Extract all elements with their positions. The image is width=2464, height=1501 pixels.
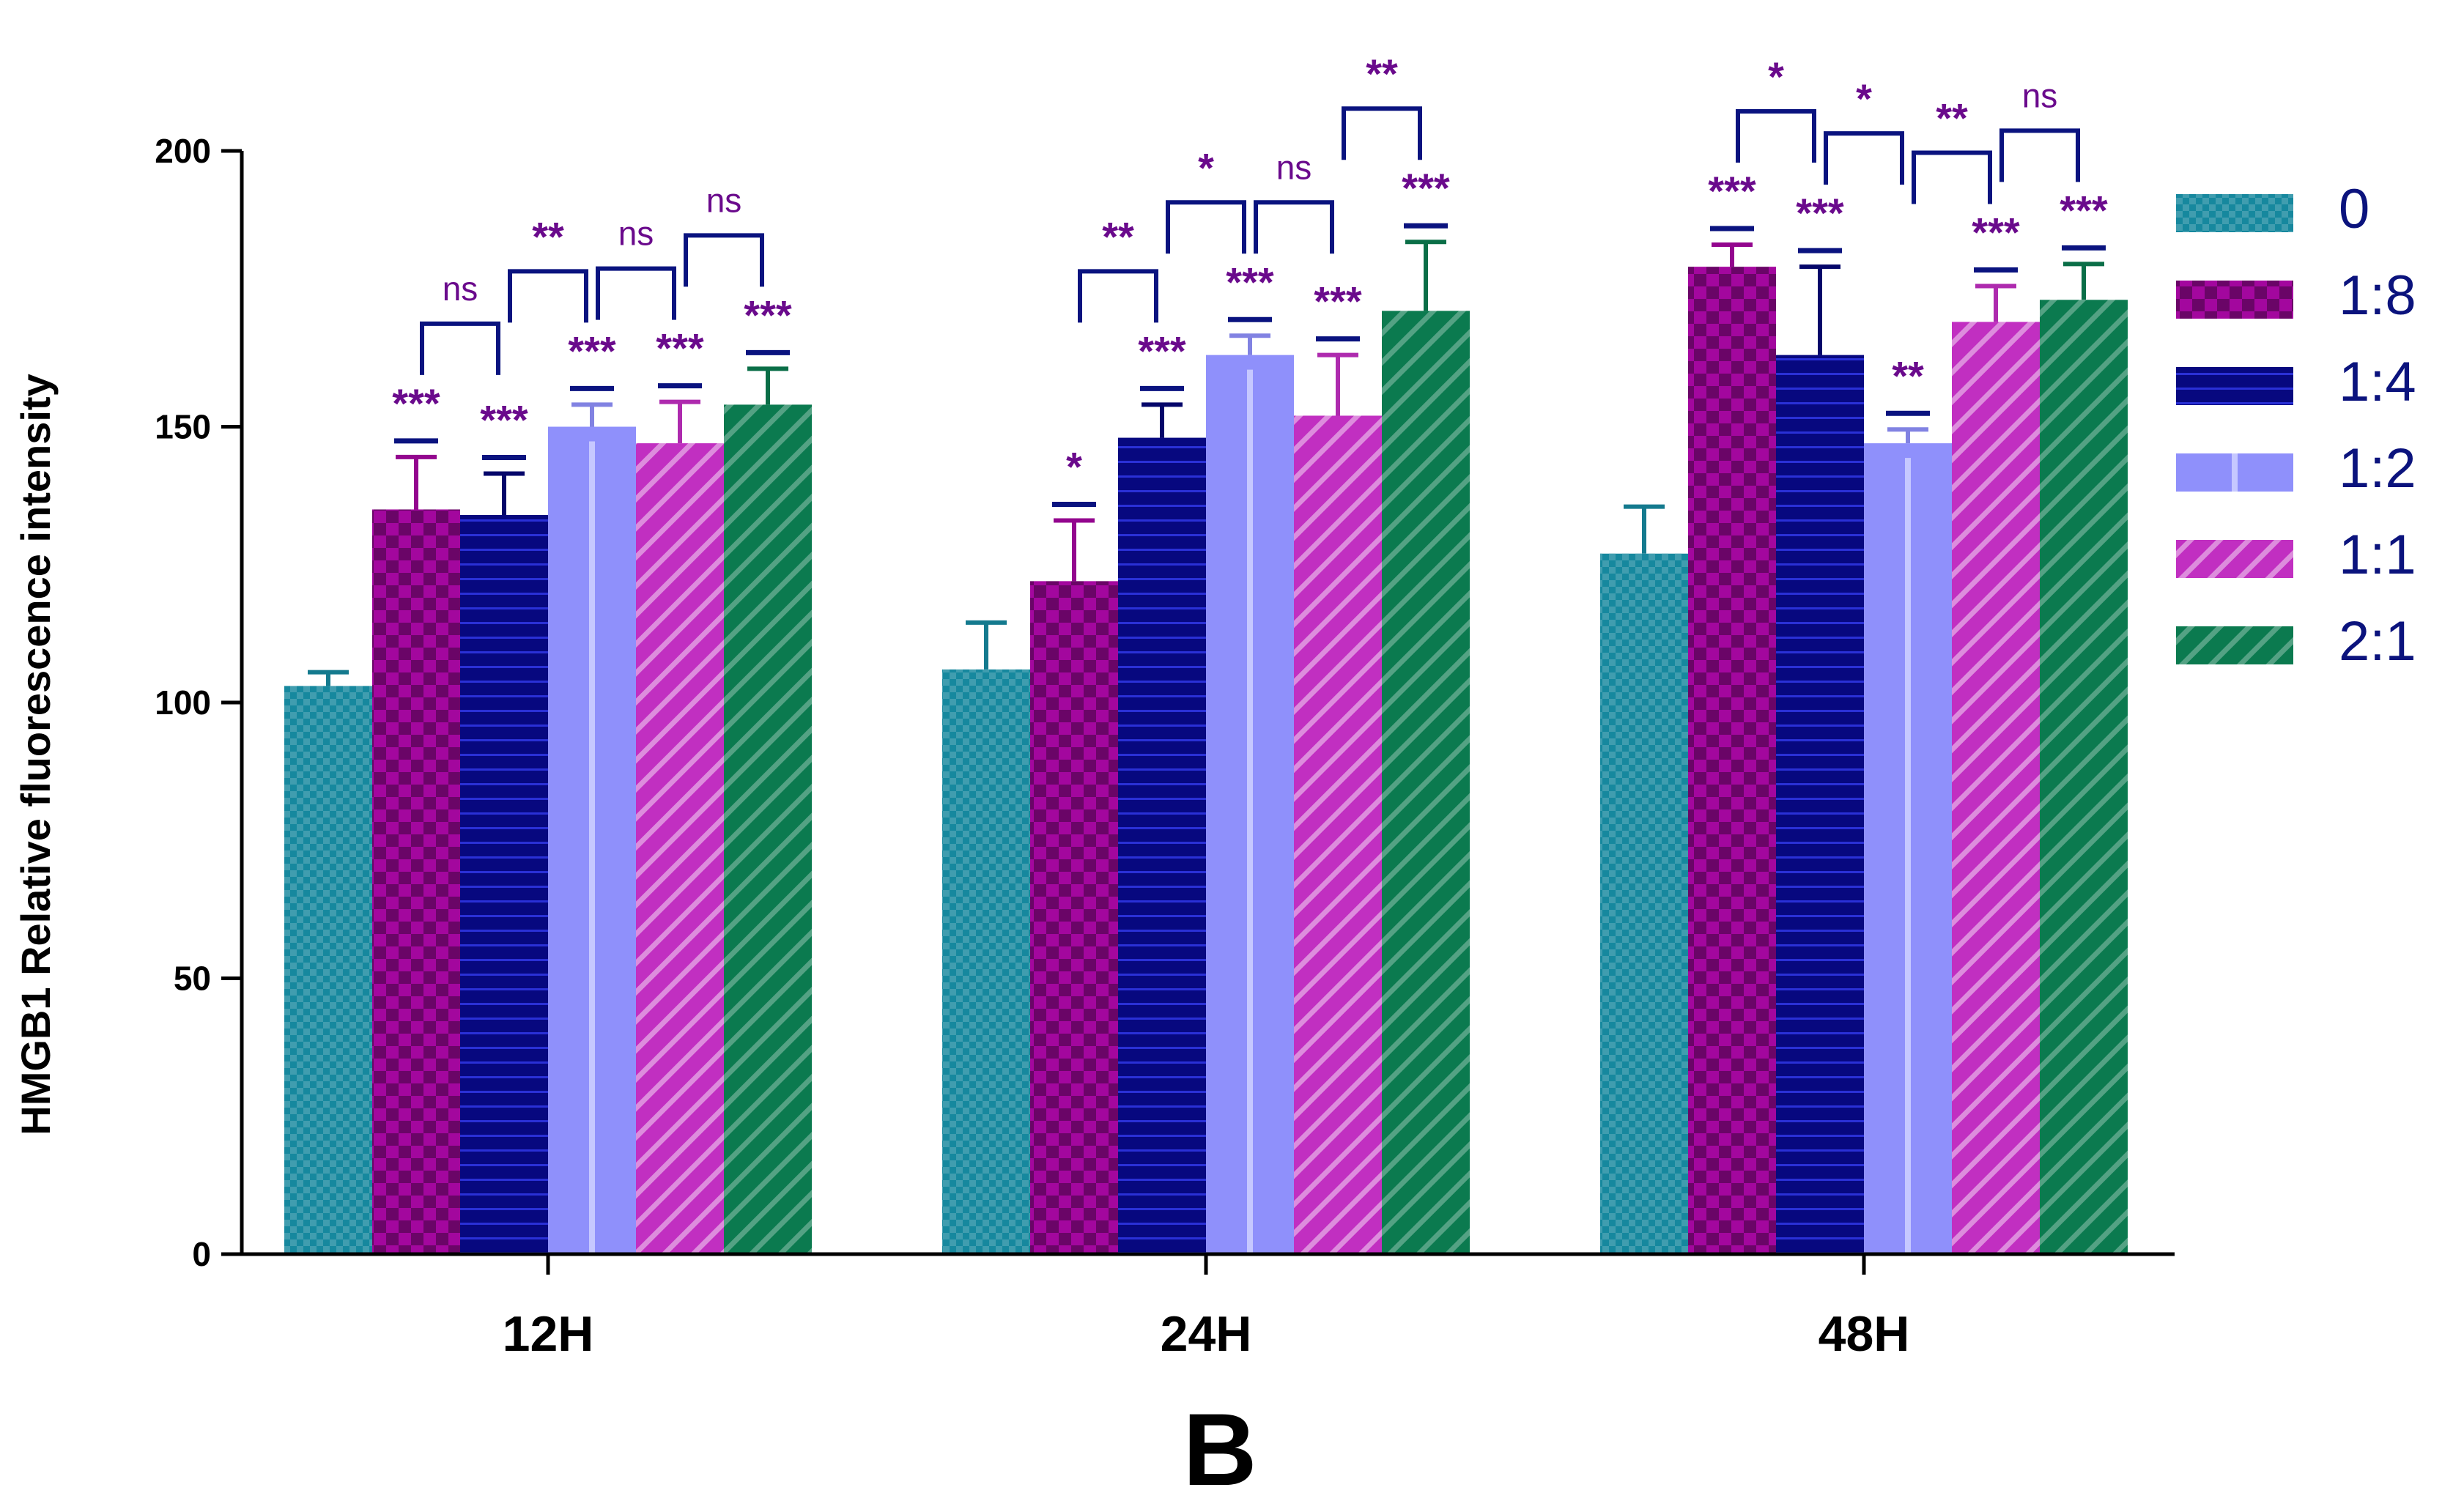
comparison-label: ns (443, 270, 478, 308)
bar-12h-2-1 (724, 404, 812, 1254)
legend-swatch-1-8 (2176, 281, 2293, 319)
sig-mark: *** (1972, 209, 2020, 255)
sig-mark: *** (1402, 165, 1450, 211)
y-tick-label: 150 (155, 408, 211, 446)
bar-48h-1-1 (1952, 322, 2040, 1255)
bar-48h-1-8 (1688, 267, 1776, 1254)
comparison-bracket (684, 233, 764, 287)
bar-12h-1-4 (460, 514, 548, 1254)
y-tick-label: 100 (155, 683, 211, 722)
sig-mark: *** (568, 327, 616, 374)
legend-label-1-4: 1:4 (2339, 351, 2416, 413)
comparison-bracket (1824, 131, 1904, 185)
comparison-bracket (1736, 109, 1816, 163)
comparison-label: * (1856, 75, 1872, 122)
bar-12h-1-8 (372, 509, 460, 1254)
bar-24h-1-4 (1118, 437, 1206, 1254)
bar-stripe (589, 441, 595, 1254)
comparison-label: ** (532, 213, 564, 259)
comparison-label: ns (706, 181, 742, 219)
bar-24h-1-1 (1294, 415, 1382, 1255)
comparison-bracket (1078, 269, 1158, 323)
comparison-bracket (420, 321, 500, 375)
bar-12h-1-1 (636, 443, 724, 1254)
y-tick-label: 50 (174, 960, 211, 998)
x-tick-label-48h: 48H (1819, 1306, 1910, 1362)
sig-mark: * (1066, 444, 1082, 490)
comparison-label: ** (1102, 213, 1134, 259)
panel-label: B (1183, 1392, 1257, 1501)
comparison-bracket (1999, 128, 2080, 182)
legend-label-2-1: 2:1 (2339, 610, 2416, 672)
bar-stripe (1905, 458, 1911, 1254)
x-tick-label-12h: 12H (503, 1306, 594, 1362)
comparison-label: ns (2022, 76, 2058, 114)
comparison-bracket (508, 269, 588, 323)
comparison-bracket (1342, 106, 1422, 160)
bar-24h-0 (942, 669, 1030, 1254)
legend-swatch-2-1 (2176, 626, 2293, 664)
bar-48h-2-1 (2040, 300, 2128, 1254)
legend-swatch-stripe (2232, 453, 2238, 492)
sig-mark: *** (656, 325, 704, 371)
legend-swatch-0 (2176, 194, 2293, 232)
comparison-label: ns (618, 215, 654, 253)
y-axis-label: HMGB1 Relative fluorescence intensity (12, 374, 59, 1135)
sig-mark: *** (392, 380, 440, 426)
legend-label-0: 0 (2339, 178, 2369, 240)
legend-label-1-1: 1:1 (2339, 524, 2416, 586)
sig-mark: ** (1892, 352, 1924, 399)
bar-48h-1-4 (1776, 355, 1864, 1254)
comparison-label: * (1768, 53, 1784, 100)
sig-mark: *** (1796, 190, 1844, 236)
comparison-label: * (1198, 144, 1214, 190)
bar-12h-0 (284, 686, 372, 1254)
x-tick-label-24h: 24H (1161, 1306, 1252, 1362)
sig-mark: *** (1314, 278, 1362, 325)
comparison-bracket (1166, 200, 1246, 254)
legend-swatch-1-1 (2176, 540, 2293, 578)
sig-mark: *** (744, 292, 792, 338)
sig-mark: *** (480, 397, 528, 443)
legend-swatch-1-4 (2176, 367, 2293, 405)
sig-mark: *** (1708, 168, 1756, 214)
legend-label-1-8: 1:8 (2339, 264, 2416, 327)
comparison-label: ns (1276, 148, 1312, 186)
y-tick-label: 0 (192, 1235, 211, 1273)
bar-24h-2-1 (1382, 311, 1470, 1254)
comparison-bracket (596, 266, 676, 320)
comparison-bracket (1912, 150, 1992, 204)
comparison-bracket (1254, 200, 1334, 254)
sig-mark: *** (1226, 259, 1274, 305)
bar-24h-1-8 (1030, 581, 1118, 1254)
comparison-label: ** (1936, 94, 1968, 141)
sig-mark: *** (1138, 327, 1186, 374)
bar-48h-0 (1600, 553, 1688, 1254)
legend-label-1-2: 1:2 (2339, 437, 2416, 500)
comparison-label: ** (1366, 51, 1398, 97)
bar-stripe (1247, 369, 1253, 1254)
sig-mark: *** (2060, 187, 2108, 233)
y-tick-label: 200 (155, 132, 211, 170)
